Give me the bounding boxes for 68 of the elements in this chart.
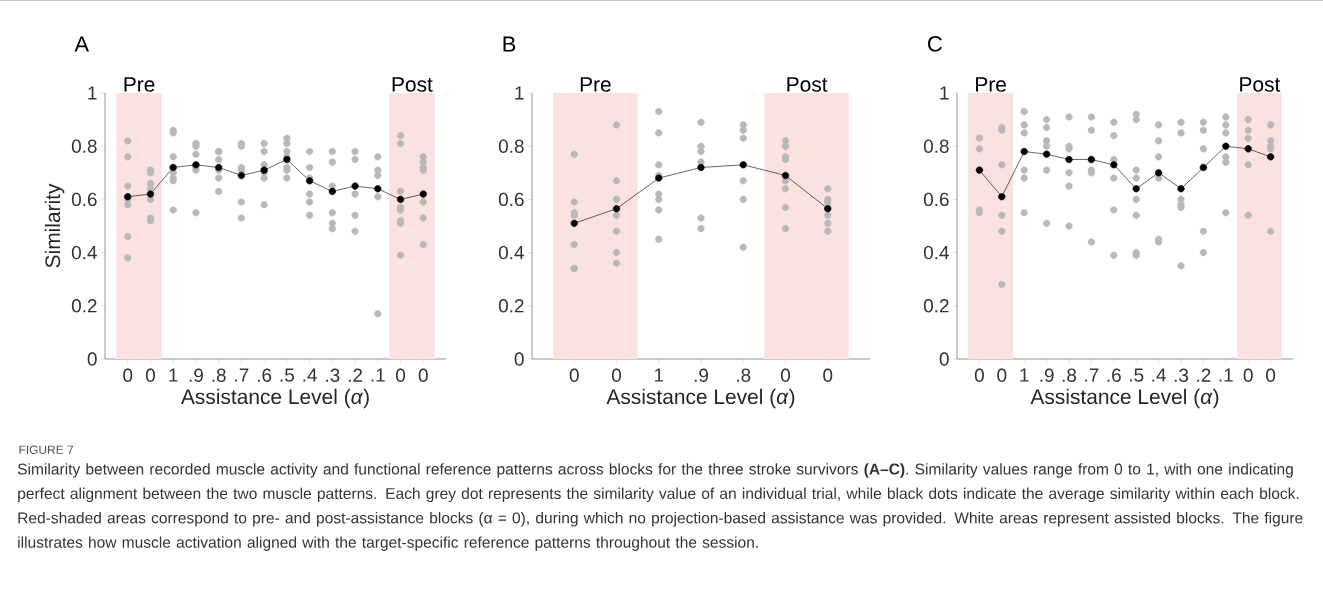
- x-tick-label: .3: [326, 368, 340, 382]
- y-tick-label: 0.2: [498, 299, 524, 313]
- y-tick-label: 0.4: [71, 245, 97, 260]
- chart-title: A: [74, 36, 89, 52]
- x-tick-label: 1: [654, 368, 664, 382]
- chart-title: B: [503, 36, 516, 52]
- y-tick-label: 0.8: [71, 139, 97, 153]
- y-tick-label: 0.2: [923, 299, 949, 313]
- x-tick-label: 0: [1243, 368, 1253, 382]
- y-tick-label: 0.8: [498, 139, 524, 153]
- y-tick-label: 0.8: [923, 139, 949, 153]
- y-tick-label: 0.4: [498, 245, 524, 260]
- x-tick-label: 0: [396, 368, 406, 382]
- text: Post: [392, 77, 433, 92]
- x-tick-label: 0: [611, 368, 622, 382]
- x-tick-label: .7: [1085, 368, 1099, 382]
- text: Pre: [976, 77, 1006, 92]
- x-tick-label: .1: [1219, 368, 1233, 382]
- x-tick-label: .5: [1130, 368, 1144, 382]
- text: Post: [1240, 77, 1281, 92]
- x-tick-label: 0: [823, 368, 833, 382]
- y-tick-label: 0: [87, 352, 97, 366]
- chart-title: C: [928, 36, 942, 52]
- caption: FIGURE 7: [19, 445, 74, 454]
- x-tick-label: 0: [123, 368, 133, 382]
- y-tick-label: 0.6: [71, 192, 97, 207]
- x-axis-title: Assistance Level (α): [180, 388, 369, 409]
- text: Similarity between recorded muscle activity and functional reference patterns across blocks for the three stroke survivors (A–C). Similarity values range from 0 to 1, with one indicating perfect alignment between the two muscle patterns. Each grey dot represents the similarity value of an individual trial, while black dots indicate the average similarity within each block. Red-shaded areas correspond to pre- and post-assistance blocks (α = 0), during which no projection-based assistance was provided. White areas represent assisted blocks. The figure illustrates how muscle activation aligned with the target-specific reference patterns throughout the session.: [17, 463, 1303, 551]
- y-tick-label: 1: [88, 86, 97, 100]
- y-tick-label: 1: [515, 86, 524, 100]
- x-tick-label: 0: [145, 368, 155, 382]
- y-tick-label: 0.6: [498, 192, 524, 207]
- x-tick-label: .4: [1152, 368, 1166, 382]
- x-tick-label: 0: [569, 368, 579, 382]
- x-tick-label: .6: [257, 368, 272, 382]
- y-tick-label: 0.6: [923, 192, 949, 207]
- x-tick-label: 0: [780, 368, 791, 382]
- text: Pre: [124, 77, 155, 92]
- x-tick-label: 0: [997, 368, 1007, 382]
- text: Post: [787, 77, 828, 92]
- x-tick-label: .3: [1174, 368, 1189, 382]
- x-tick-label: .8: [212, 368, 226, 382]
- x-tick-label: .2: [1197, 368, 1211, 382]
- x-tick-label: .1: [371, 368, 385, 382]
- x-tick-label: .9: [694, 368, 708, 382]
- x-axis-title: Assistance Level (α): [1030, 388, 1219, 409]
- x-tick-label: .9: [1040, 368, 1054, 382]
- x-tick-label: .2: [348, 368, 363, 382]
- x-tick-label: 1: [1020, 368, 1029, 382]
- y-axis-title: Similarity: [44, 183, 65, 268]
- x-tick-label: .6: [1107, 368, 1121, 382]
- x-tick-label: 0: [418, 368, 428, 382]
- y-tick-label: 1: [940, 86, 949, 100]
- x-tick-label: .5: [280, 368, 294, 382]
- y-tick-label: 0.4: [923, 245, 949, 260]
- x-tick-label: 0: [974, 368, 984, 382]
- x-tick-label: 0: [1266, 368, 1276, 382]
- x-tick-label: 1: [169, 368, 178, 382]
- x-tick-label: .9: [189, 368, 203, 382]
- x-tick-label: .8: [737, 368, 751, 382]
- y-tick-label: 0.2: [71, 299, 97, 313]
- y-tick-label: 0: [514, 352, 524, 366]
- x-tick-label: .7: [235, 368, 249, 382]
- text: Pre: [580, 77, 611, 92]
- x-axis-title: Assistance Level (α): [606, 388, 795, 409]
- x-tick-label: .8: [1062, 368, 1077, 382]
- y-tick-label: 0: [939, 352, 949, 366]
- x-tick-label: .4: [303, 368, 317, 382]
